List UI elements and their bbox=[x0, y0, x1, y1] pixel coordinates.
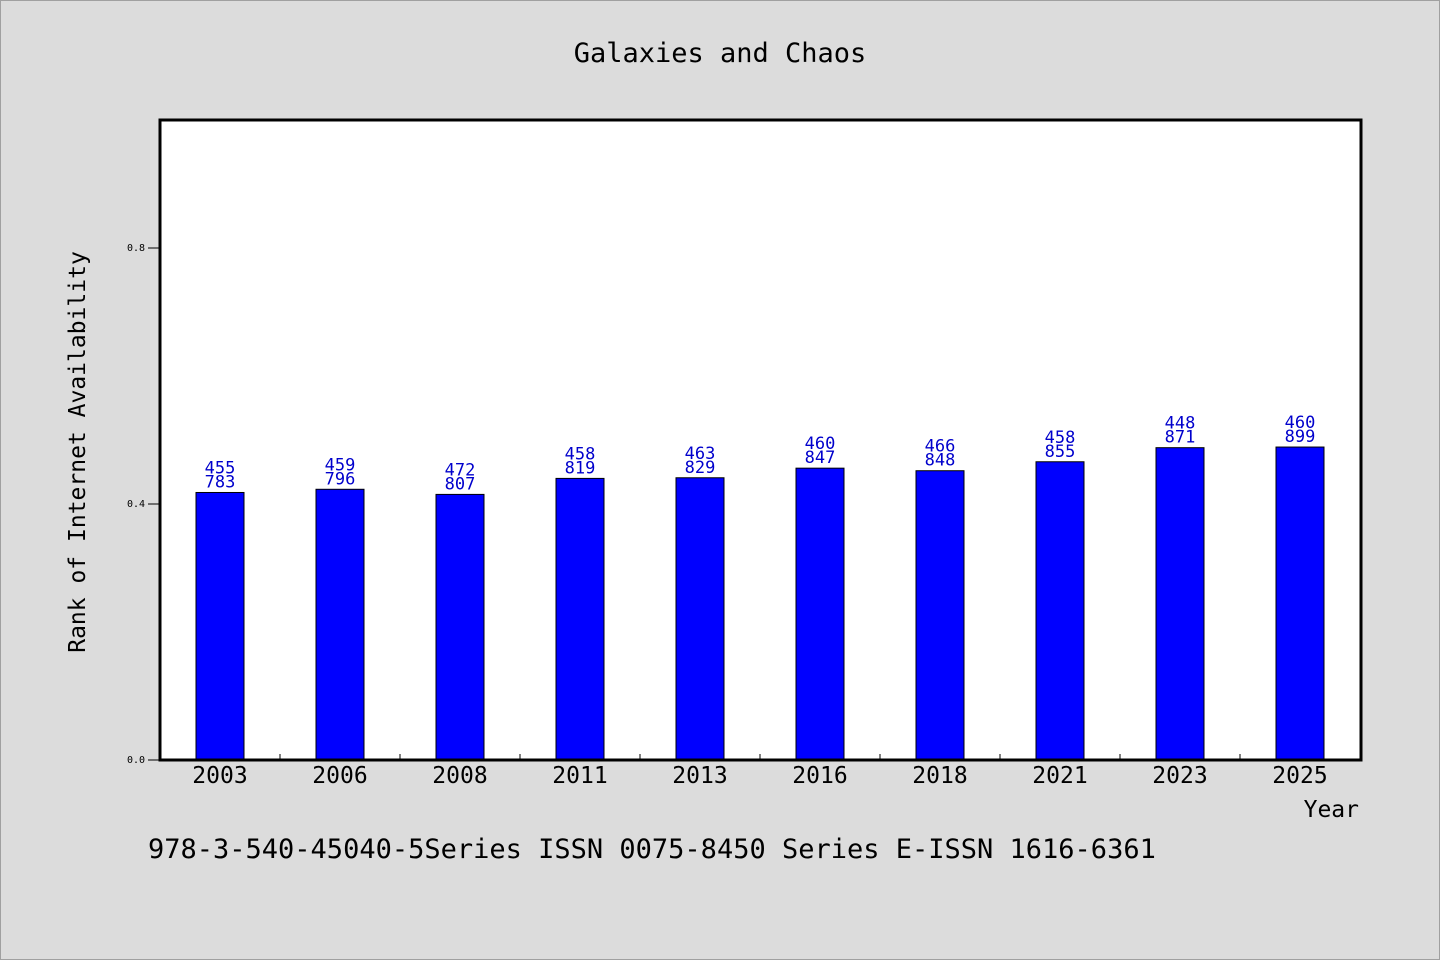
data-label: 899 bbox=[1285, 427, 1316, 447]
chart-title: Galaxies and Chaos bbox=[574, 38, 867, 69]
bar-2003 bbox=[195, 491, 245, 761]
data-label: 819 bbox=[565, 458, 596, 478]
data-label: 871 bbox=[1165, 428, 1196, 448]
bar-2008 bbox=[435, 493, 485, 761]
data-label: 472 bbox=[445, 460, 476, 480]
data-label: 855 bbox=[1045, 442, 1076, 462]
x-tick-labels: 2003 2006 2008 2011 2013 2016 2018 2021 2023 2025 bbox=[192, 763, 1327, 789]
y-tick-label: 0.0 bbox=[127, 755, 145, 766]
x-tick-label: 2006 bbox=[312, 763, 367, 789]
x-tick-label: 2013 bbox=[672, 763, 727, 789]
data-label: 448 bbox=[1165, 414, 1196, 434]
bar-2021 bbox=[1035, 461, 1085, 761]
x-tick-label: 2003 bbox=[192, 763, 247, 789]
data-label: 796 bbox=[325, 469, 356, 489]
x-tick-label: 2016 bbox=[792, 763, 847, 789]
isbn-caption: 978-3-540-45040-5Series ISSN 0075-8450 S… bbox=[148, 834, 1156, 865]
bar-2013 bbox=[675, 477, 725, 761]
bar-2025 bbox=[1275, 446, 1325, 761]
data-label: 848 bbox=[925, 451, 956, 471]
plot-border bbox=[158, 118, 1363, 762]
data-label: 463 bbox=[685, 444, 716, 464]
bar-2011 bbox=[555, 477, 605, 761]
y-tick-label: 0.8 bbox=[127, 243, 145, 254]
bars bbox=[195, 446, 1325, 761]
x-tick-label: 2023 bbox=[1152, 763, 1207, 789]
x-tick-label: 2021 bbox=[1032, 763, 1087, 789]
bar-2018 bbox=[915, 470, 965, 761]
data-label: 455 bbox=[205, 458, 236, 478]
x-tick-label: 2018 bbox=[912, 763, 967, 789]
data-label: 458 bbox=[1045, 428, 1076, 448]
x-tick-label: 2011 bbox=[552, 763, 607, 789]
data-label: 459 bbox=[325, 455, 356, 475]
bar-2023 bbox=[1155, 447, 1205, 761]
data-label: 847 bbox=[805, 448, 836, 468]
data-label: 829 bbox=[685, 458, 716, 478]
bar-2016 bbox=[795, 467, 845, 761]
data-label: 466 bbox=[925, 437, 956, 457]
y-tick-label: 0.4 bbox=[127, 499, 145, 510]
data-label: 783 bbox=[205, 472, 236, 492]
x-tick-label: 2008 bbox=[432, 763, 487, 789]
x-tick-label: 2025 bbox=[1272, 763, 1327, 789]
data-label: 460 bbox=[1285, 413, 1316, 433]
data-label: 460 bbox=[805, 434, 836, 454]
data-label: 458 bbox=[565, 444, 596, 464]
data-label: 807 bbox=[445, 474, 476, 494]
bar-2006 bbox=[315, 488, 365, 761]
y-axis-label: Rank of Internet Availability bbox=[65, 251, 91, 653]
x-axis-label: Year bbox=[1304, 797, 1359, 823]
